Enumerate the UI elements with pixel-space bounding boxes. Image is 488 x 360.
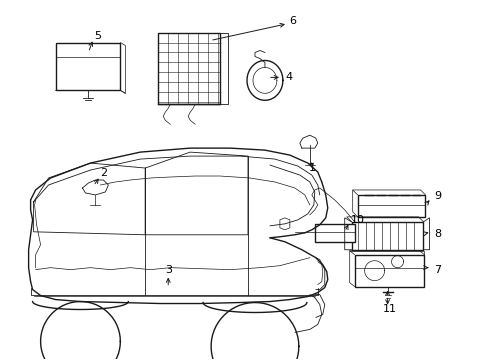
Text: 11: 11: [382, 305, 396, 315]
Bar: [357, 195, 425, 217]
Bar: [158, 32, 220, 104]
Text: 10: 10: [350, 215, 364, 225]
Text: 1: 1: [309, 163, 316, 173]
Text: 5: 5: [94, 31, 101, 41]
Bar: [354, 255, 424, 287]
Bar: [351, 222, 423, 250]
Text: 3: 3: [164, 265, 171, 275]
Bar: [56, 42, 120, 90]
Text: 2: 2: [100, 168, 107, 178]
Text: 7: 7: [433, 265, 440, 275]
Text: 9: 9: [433, 191, 440, 201]
Text: 8: 8: [433, 229, 440, 239]
Bar: [314, 224, 354, 242]
Text: 4: 4: [285, 72, 292, 82]
Text: 6: 6: [289, 15, 296, 26]
